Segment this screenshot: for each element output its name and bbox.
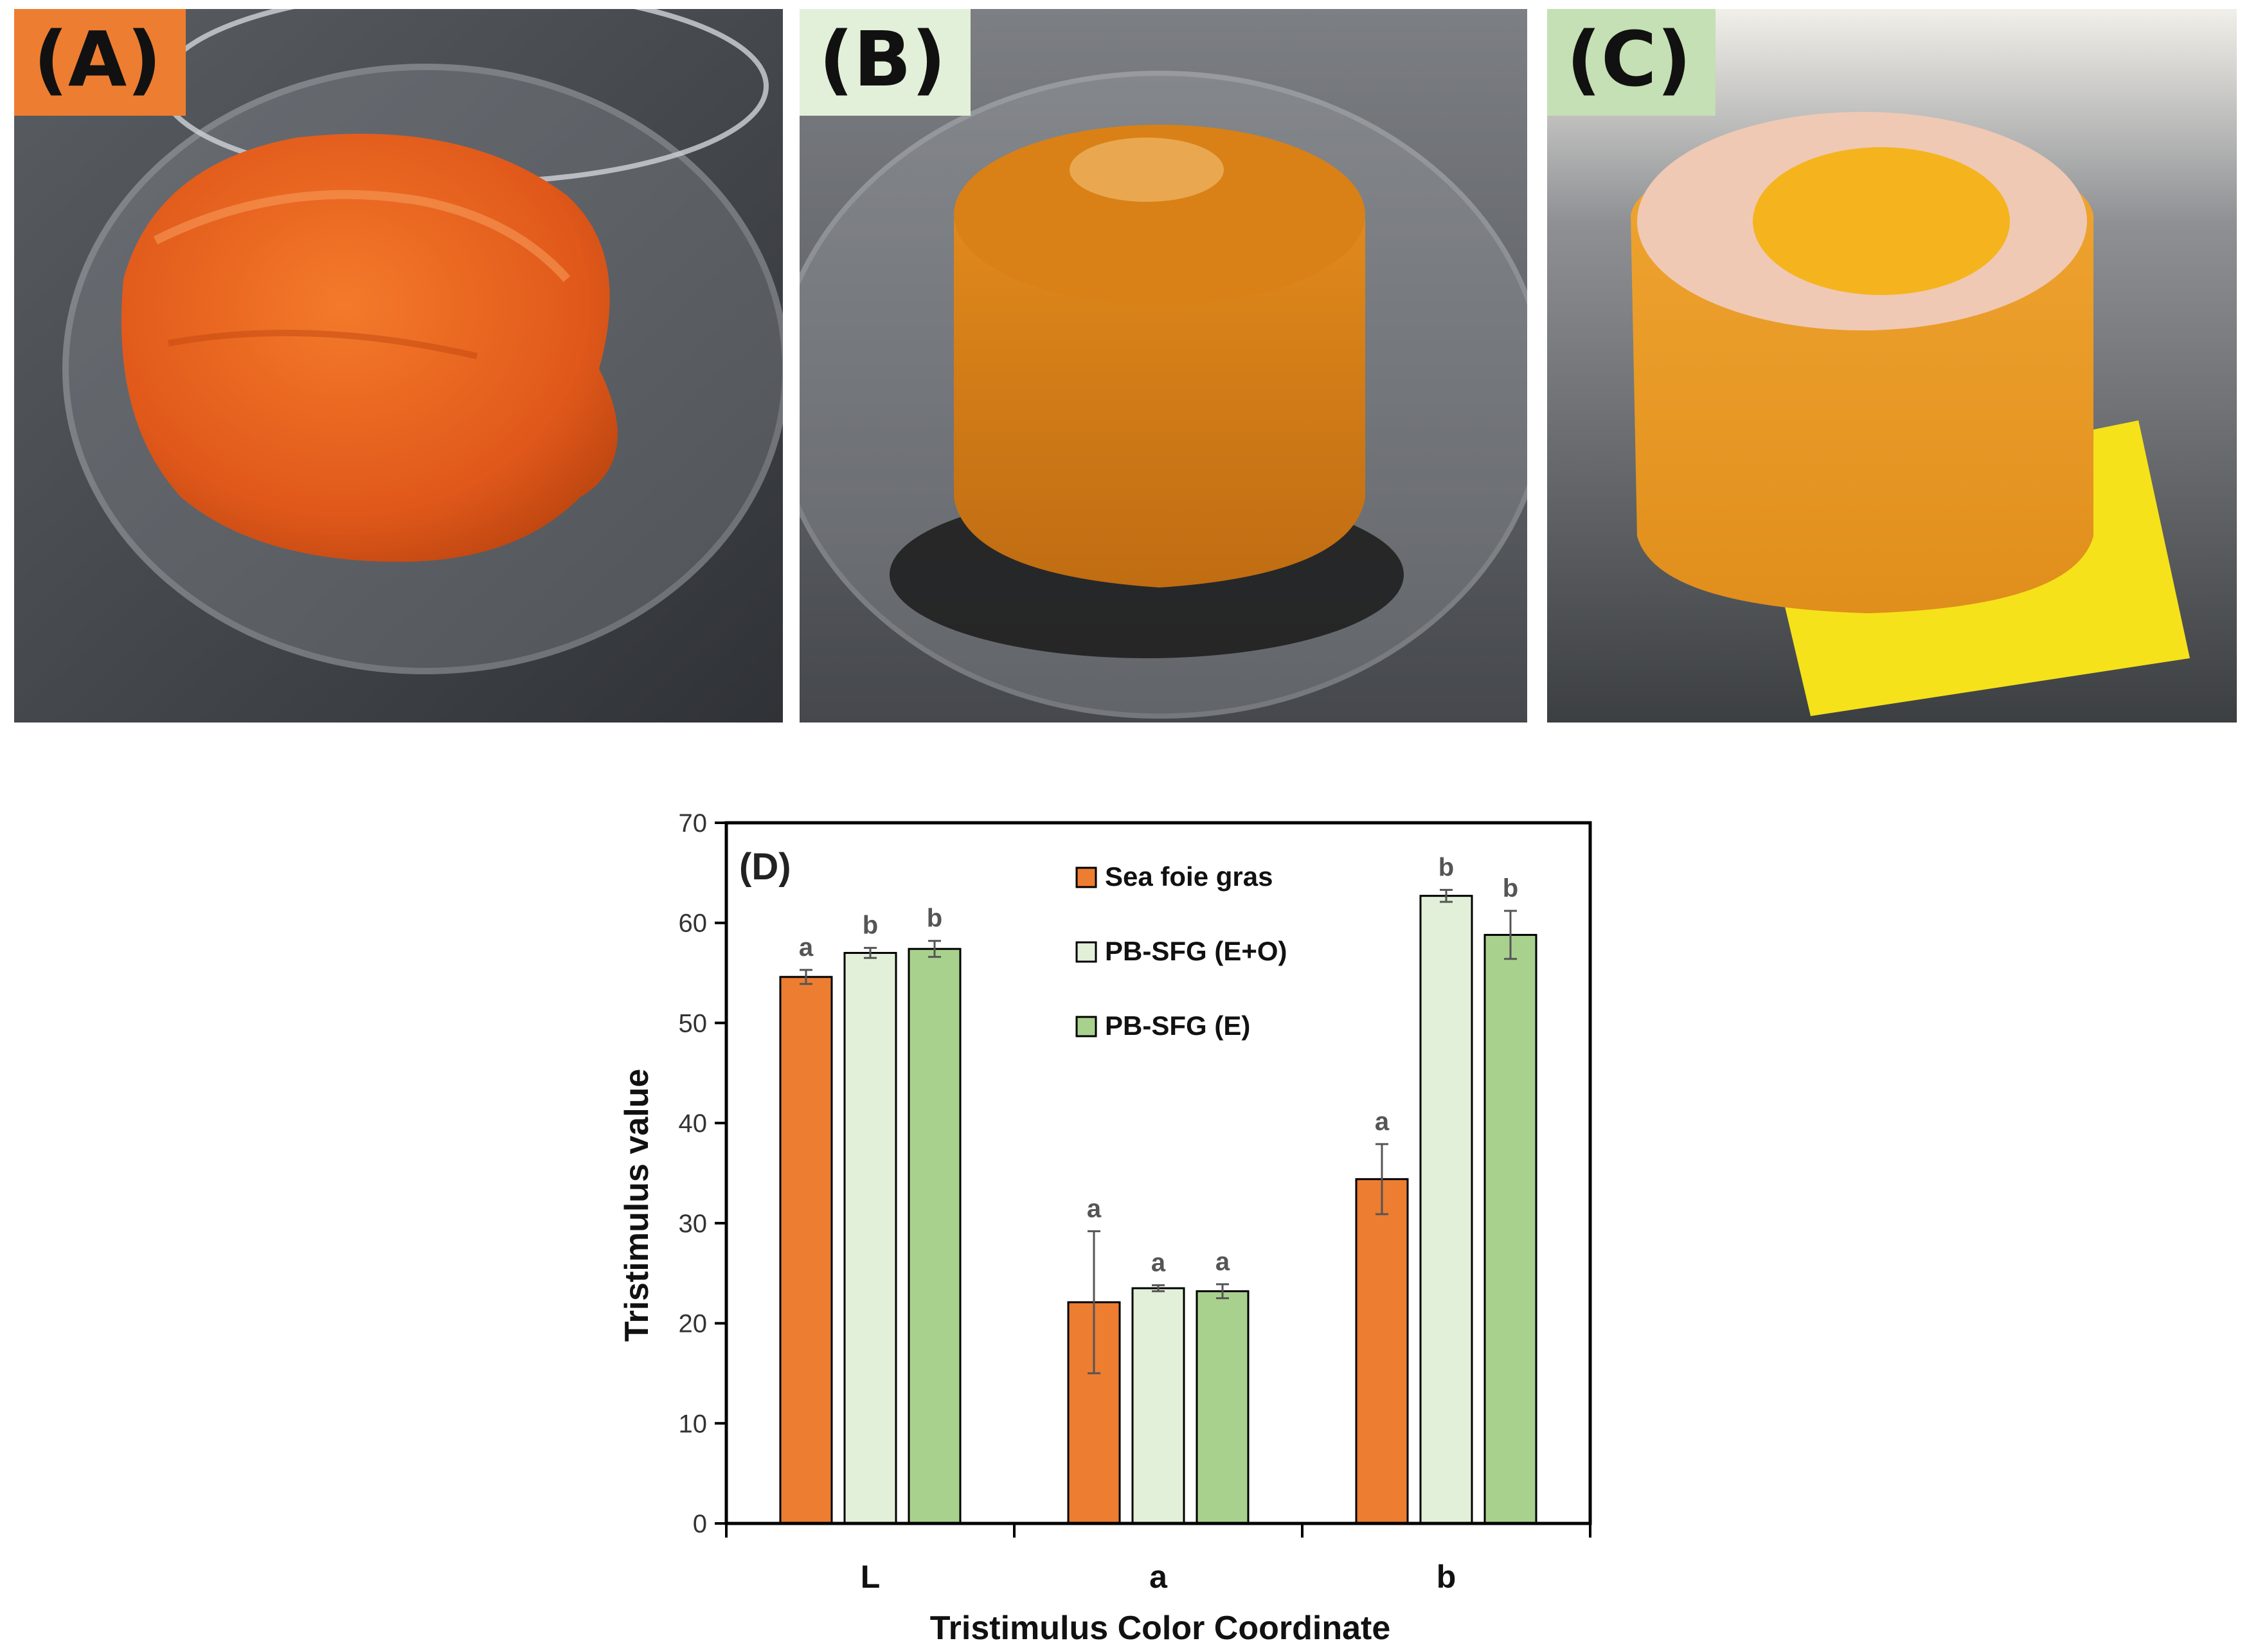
bar <box>779 976 833 1525</box>
panel-label-a: (A) <box>14 9 186 116</box>
y-tick-label: 60 <box>679 910 708 938</box>
x-tick-label: L <box>861 1559 881 1595</box>
legend-label: PB-SFG (E+O) <box>1105 936 1287 966</box>
significance-letter: a <box>1151 1248 1166 1277</box>
panel-label-b: (B) <box>800 9 971 116</box>
plot-frame <box>724 821 1592 1525</box>
chart-panel-label: (D) <box>739 846 791 888</box>
x-tick-label: b <box>1437 1559 1456 1595</box>
y-tick-label: 40 <box>679 1109 708 1138</box>
bar <box>1196 1290 1250 1525</box>
y-tick-label: 50 <box>679 1009 708 1037</box>
y-axis-title: Tristimulus value <box>618 1069 656 1342</box>
legend-swatch <box>1075 1016 1097 1037</box>
y-tick-label: 0 <box>693 1510 707 1538</box>
x-tick-label: a <box>1149 1559 1168 1595</box>
significance-letter: a <box>1215 1248 1230 1276</box>
photo-panel-a: (A) <box>14 9 783 723</box>
significance-letter: b <box>863 911 878 940</box>
significance-letter: a <box>1375 1108 1390 1136</box>
bar <box>1483 933 1537 1525</box>
legend-swatch <box>1075 941 1097 963</box>
x-axis-title: Tristimulus Color Coordinate <box>930 1610 1391 1647</box>
bar <box>1355 1178 1409 1525</box>
y-tick-label: 20 <box>679 1310 708 1338</box>
bar <box>1419 895 1473 1525</box>
y-tick-label: 70 <box>679 809 708 838</box>
photo-panel-b: (B) <box>800 9 1527 723</box>
legend-label: PB-SFG (E) <box>1105 1010 1250 1041</box>
legend-swatch <box>1075 866 1097 888</box>
photo-panel-c: (C) <box>1547 9 2237 723</box>
significance-letter: b <box>927 904 942 933</box>
y-tick-label: 10 <box>679 1410 708 1438</box>
bar <box>1131 1287 1185 1525</box>
legend-label: Sea foie gras <box>1105 861 1273 892</box>
significance-letter: b <box>1503 874 1518 902</box>
panel-label-c: (C) <box>1547 9 1716 116</box>
significance-letter: b <box>1438 853 1454 881</box>
significance-letter: a <box>799 933 814 962</box>
y-tick-label: 30 <box>679 1210 708 1238</box>
chart-legend: Sea foie gras PB-SFG (E+O) PB-SFG (E) <box>1075 861 1287 1041</box>
significance-letter: a <box>1087 1194 1102 1223</box>
bar <box>843 951 897 1525</box>
bar <box>908 947 962 1525</box>
